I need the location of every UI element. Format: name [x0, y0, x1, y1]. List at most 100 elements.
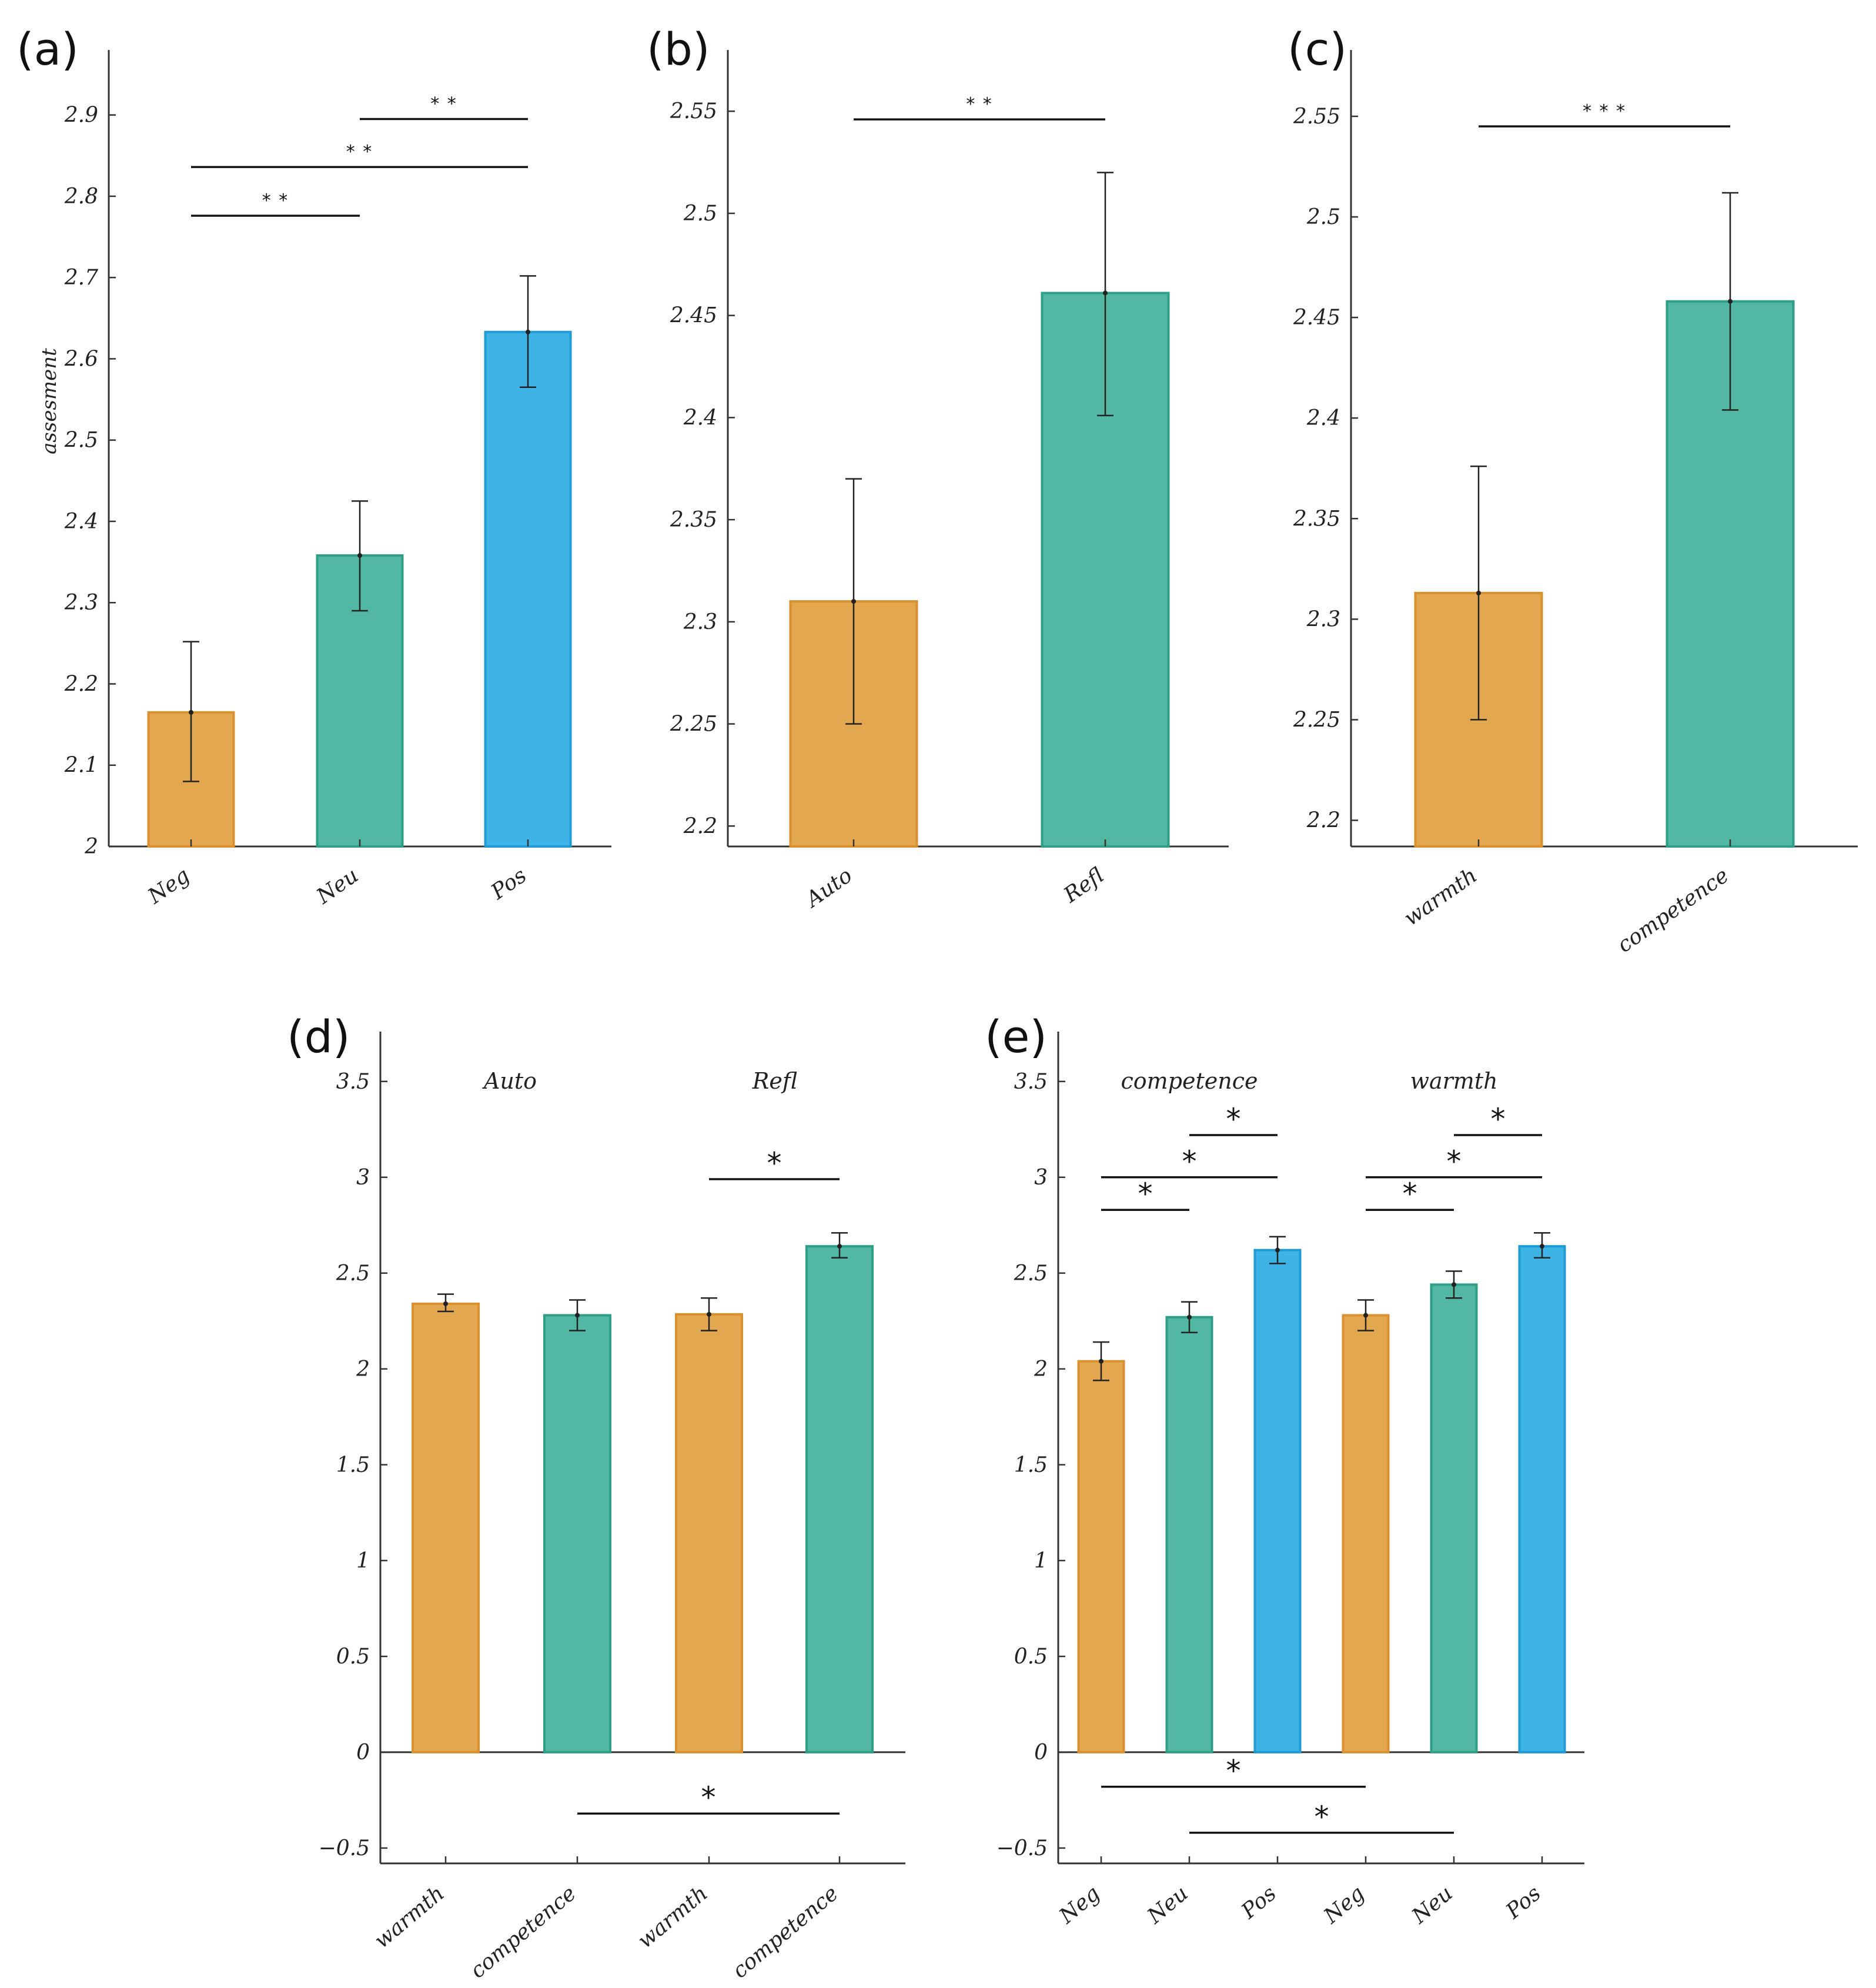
y-tick-label: 2.4: [683, 406, 717, 430]
significance-stars: *: [701, 1781, 716, 1815]
x-tick-label: Pos: [1501, 1881, 1545, 1923]
y-tick-label: 2.45: [670, 304, 717, 328]
significance-stars: * *: [346, 142, 373, 162]
panel-label: (c): [1288, 23, 1347, 75]
mean-marker: [1728, 299, 1733, 304]
significance-stars: * *: [430, 94, 457, 115]
mean-marker: [189, 709, 193, 715]
panel-a: 2 2.1 2.2 2.3 2.4 2.5 2.6 2.7 2.8 2.9 Neg Neu Pos * *…: [16, 23, 611, 909]
x-tick-label: warmth: [1400, 864, 1482, 931]
group-label: competence: [1121, 1068, 1258, 1094]
y-tick-label: 2.6: [64, 347, 98, 371]
x-tick-label: warmth: [370, 1881, 449, 1953]
significance-stars: *: [1226, 1102, 1241, 1136]
y-tick-label: 2.25: [670, 712, 717, 737]
y-axis-title: assesment: [38, 348, 61, 454]
panel-b: 2.2 2.25 2.3 2.35 2.4 2.45 2.5 2.55 Auto Refl * * (…: [647, 23, 1229, 913]
y-tick-label: 2.4: [1306, 406, 1340, 430]
group-label: Refl: [752, 1068, 797, 1094]
y-tick-label: 0: [1034, 1741, 1048, 1765]
panel-c: 2.2 2.25 2.3 2.35 2.4 2.45 2.5 2.55 warmth compet…: [1288, 23, 1858, 958]
mean-marker: [526, 329, 530, 334]
y-tick-label: 2.4: [64, 510, 98, 534]
bar: [805, 1245, 874, 1753]
y-tick-label: 2.5: [336, 1261, 370, 1286]
bar: [543, 1314, 611, 1753]
x-tick-label: Neg: [1319, 1881, 1369, 1929]
x-tick-label: Refl: [1059, 864, 1109, 908]
y-tick-label: −0.5: [319, 1836, 370, 1860]
y-tick-label: 1.5: [1014, 1453, 1048, 1477]
y-tick-label: 2.5: [64, 429, 98, 453]
y-tick-label: 2.7: [64, 266, 98, 290]
bar: [1253, 1249, 1302, 1753]
significance-stars: * *: [262, 190, 289, 211]
panel-e: −0.5 0 0.5 1 1.5 2 2.5 3 3.5 Neg Neu Pos Neg Neu Pos * *…: [985, 1010, 1584, 1929]
x-tick-label: Neg: [143, 864, 194, 909]
y-tick-label: 2.9: [64, 103, 98, 128]
y-tick-label: 2.45: [1293, 306, 1340, 330]
y-tick-label: 2.2: [683, 814, 717, 838]
y-tick-label: 0.5: [1014, 1645, 1048, 1669]
x-tick-label: competence: [1613, 864, 1733, 958]
y-tick-label: 2.1: [64, 754, 98, 778]
significance-stars: *: [1447, 1144, 1462, 1179]
y-tick-label: 2.35: [1293, 507, 1340, 531]
mean-marker: [1452, 1282, 1456, 1287]
panel-label: (e): [985, 1010, 1047, 1063]
y-tick-label: 2.35: [670, 508, 717, 532]
mean-marker: [1103, 290, 1108, 296]
significance-stars: *: [1403, 1177, 1417, 1211]
x-tick-label: Neu: [312, 864, 363, 909]
y-tick-label: 3.5: [1014, 1070, 1048, 1094]
y-tick-label: 3.5: [336, 1070, 370, 1094]
mean-marker: [1099, 1358, 1103, 1364]
x-tick-label: Neg: [1055, 1881, 1105, 1929]
x-tick-label: competence: [466, 1881, 580, 1983]
y-tick-label: 1: [356, 1549, 370, 1573]
significance-stars: *: [1315, 1800, 1329, 1834]
bar: [484, 330, 572, 848]
x-tick-label: Neu: [1142, 1881, 1192, 1929]
significance-stars: *: [767, 1146, 782, 1180]
mean-marker: [1363, 1313, 1368, 1318]
y-tick-label: 2.8: [64, 185, 98, 209]
x-tick-label: competence: [728, 1881, 842, 1983]
significance-stars: *: [1138, 1177, 1153, 1211]
y-tick-label: 3: [1034, 1166, 1048, 1190]
bar: [1077, 1360, 1125, 1753]
y-tick-label: 2.3: [64, 591, 98, 615]
mean-marker: [575, 1313, 580, 1318]
panel-label: (d): [287, 1010, 350, 1063]
mean-marker: [357, 553, 362, 558]
panel-label: (b): [647, 23, 710, 75]
bar: [1342, 1314, 1390, 1753]
y-tick-label: 2.5: [1306, 205, 1340, 229]
x-tick-label: warmth: [633, 1881, 713, 1953]
y-tick-label: −0.5: [996, 1836, 1048, 1860]
y-tick-label: 2.3: [683, 610, 717, 634]
mean-marker: [1275, 1247, 1280, 1253]
y-tick-label: 2.2: [1306, 809, 1340, 833]
y-tick-label: 2: [356, 1357, 370, 1381]
y-tick-label: 2.5: [683, 202, 717, 226]
mean-marker: [1540, 1244, 1544, 1249]
y-tick-label: 2.5: [1014, 1261, 1048, 1286]
significance-stars: * * *: [1583, 101, 1626, 122]
y-tick-label: 2.55: [670, 99, 717, 123]
x-tick-label: Auto: [800, 864, 857, 913]
panel-label: (a): [16, 23, 79, 75]
y-tick-label: 2.55: [1293, 105, 1340, 129]
mean-marker: [837, 1244, 842, 1249]
significance-stars: * *: [966, 94, 993, 115]
y-tick-label: 1: [1034, 1549, 1048, 1573]
y-tick-label: 3: [356, 1166, 370, 1190]
mean-marker: [443, 1301, 448, 1306]
mean-marker: [851, 599, 856, 604]
y-tick-label: 0.5: [336, 1645, 370, 1669]
y-tick-label: 2.25: [1293, 708, 1340, 732]
x-tick-label: Pos: [1236, 1881, 1280, 1923]
bar: [1518, 1245, 1566, 1753]
